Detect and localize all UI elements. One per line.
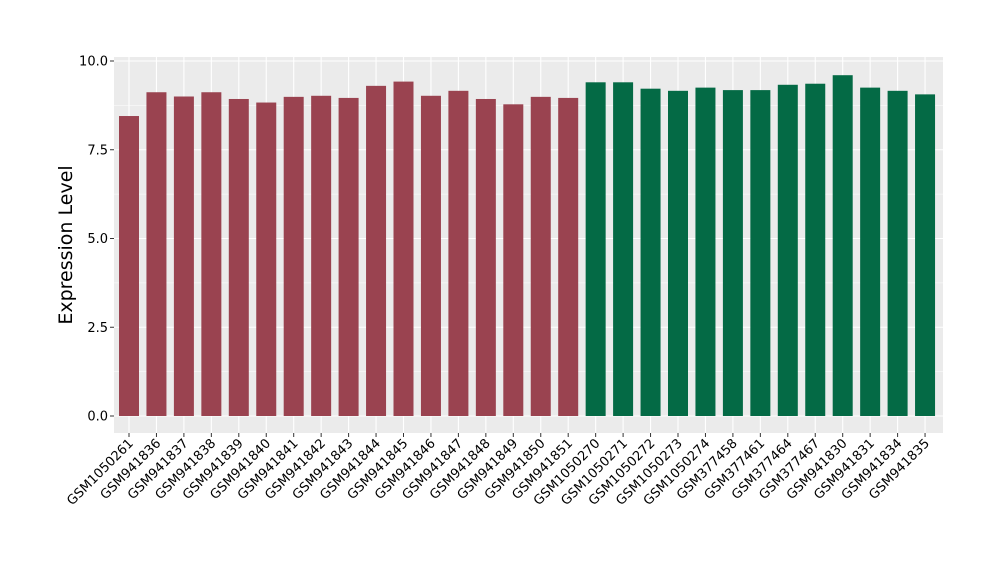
bar-GSM1050274 <box>695 87 716 416</box>
bar-GSM1050270 <box>585 82 606 417</box>
bar-GSM941844 <box>366 85 387 416</box>
bars <box>119 75 936 417</box>
bar-GSM941830 <box>832 75 853 416</box>
y-tick-label: 10.0 <box>79 55 108 70</box>
y-tick-label: 7.5 <box>87 143 108 158</box>
y-tick-label: 0.0 <box>87 410 108 425</box>
bar-GSM941842 <box>311 95 332 416</box>
bar-GSM941845 <box>393 81 414 416</box>
bar-GSM941836 <box>146 92 167 417</box>
plot-panel <box>114 57 943 433</box>
bar-GSM941841 <box>283 96 304 416</box>
bar-GSM1050271 <box>613 82 634 417</box>
bar-GSM941837 <box>173 96 194 416</box>
bar-GSM941846 <box>420 95 441 416</box>
bar-GSM377464 <box>777 84 798 416</box>
bar-GSM941850 <box>530 96 551 416</box>
bar-GSM941851 <box>558 97 579 417</box>
bar-GSM941849 <box>503 104 524 416</box>
bar-GSM941848 <box>475 98 496 417</box>
bar-GSM941843 <box>338 97 359 417</box>
bar-GSM377467 <box>805 83 826 416</box>
bar-GSM941847 <box>448 90 469 416</box>
bar-GSM941838 <box>201 92 222 417</box>
bar-GSM377458 <box>722 90 743 417</box>
bar-GSM377461 <box>750 90 771 417</box>
y-axis-title: Expression Level <box>55 165 77 324</box>
x-axis: GSM1050261GSM941836GSM941837GSM941838GSM… <box>64 433 933 509</box>
bar-GSM941831 <box>860 87 881 416</box>
bar-GSM941834 <box>887 90 908 416</box>
bar-GSM941839 <box>228 98 249 417</box>
y-axis: 0.0 2.5 5.0 7.5 10.0 <box>79 55 114 425</box>
y-tick-label: 5.0 <box>87 232 108 247</box>
bar-GSM941840 <box>256 102 277 416</box>
bar-GSM1050273 <box>668 90 688 416</box>
bar-GSM941835 <box>915 94 936 417</box>
bar-GSM1050261 <box>119 116 139 417</box>
y-tick-label: 2.5 <box>87 321 108 336</box>
bar-GSM1050272 <box>640 88 661 416</box>
